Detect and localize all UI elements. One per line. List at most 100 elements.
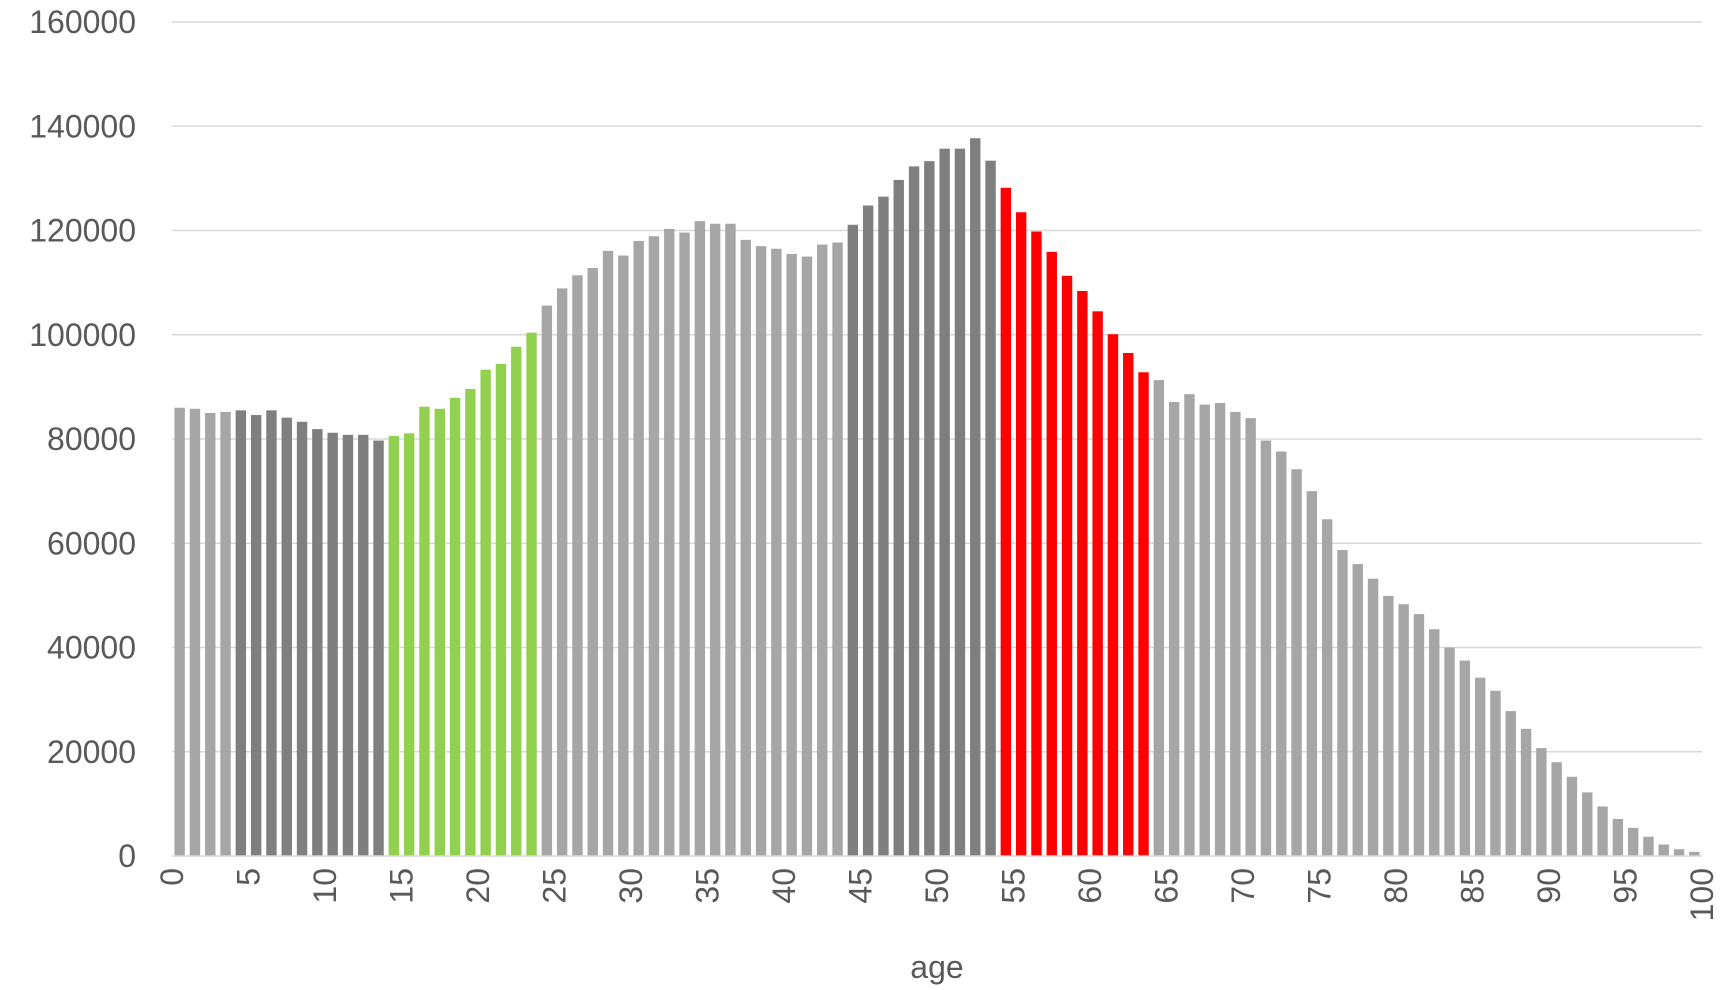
bar — [1490, 690, 1501, 856]
bar — [1276, 451, 1287, 856]
bars — [174, 138, 1700, 857]
y-tick-label: 120000 — [29, 213, 136, 249]
bar — [755, 246, 767, 856]
bar — [266, 410, 277, 856]
bar — [1123, 352, 1134, 856]
bar — [1092, 311, 1103, 856]
bar — [1077, 290, 1088, 857]
x-tick-label: 0 — [154, 868, 190, 886]
x-tick-label: 10 — [307, 868, 343, 904]
x-tick-label: 60 — [1072, 868, 1108, 904]
bar — [358, 434, 369, 856]
bar — [694, 221, 706, 856]
bar — [801, 256, 813, 856]
bar — [174, 407, 185, 856]
y-tick-label: 20000 — [47, 734, 136, 770]
bar — [954, 148, 966, 856]
bar — [1291, 469, 1302, 856]
bar — [220, 411, 231, 856]
bar — [1444, 647, 1455, 856]
bar — [1367, 578, 1379, 856]
bar — [985, 160, 996, 857]
bar — [725, 223, 736, 856]
bar — [1597, 806, 1608, 856]
x-tick-label: 25 — [537, 868, 573, 904]
bar — [572, 275, 583, 856]
bar — [1015, 212, 1027, 857]
bar — [1582, 792, 1593, 856]
bar — [1000, 187, 1012, 856]
bar — [1383, 595, 1394, 856]
x-tick-label: 75 — [1302, 868, 1338, 904]
bar — [235, 410, 247, 856]
bar — [1306, 491, 1318, 856]
bar — [1536, 748, 1547, 856]
bar — [878, 196, 889, 856]
bar — [449, 397, 461, 856]
x-tick-label: 20 — [460, 868, 496, 904]
bar — [648, 236, 660, 856]
bar — [1643, 836, 1654, 856]
bar — [1245, 418, 1256, 856]
bar — [312, 429, 323, 856]
x-tick-label: 15 — [384, 868, 420, 904]
bar — [189, 408, 201, 856]
bar — [1031, 231, 1042, 857]
bar — [1199, 404, 1210, 856]
bar — [1673, 849, 1685, 856]
x-tick-label: 95 — [1608, 868, 1644, 904]
bar — [1138, 372, 1149, 856]
bar — [1321, 519, 1333, 856]
x-tick-label: 80 — [1378, 868, 1414, 904]
bar — [1505, 711, 1516, 856]
bar — [939, 148, 950, 856]
bar — [511, 346, 522, 856]
bar — [526, 332, 537, 856]
bar — [832, 242, 843, 856]
x-tick-label: 85 — [1455, 868, 1491, 904]
bar — [342, 434, 354, 856]
bar — [709, 223, 721, 856]
bar — [1107, 334, 1119, 856]
x-tick-label: 50 — [919, 868, 955, 904]
bar — [1429, 629, 1440, 856]
x-axis-title: age — [910, 949, 963, 985]
y-tick-label: 40000 — [47, 630, 136, 666]
bar — [281, 417, 292, 856]
x-tick-label: 55 — [996, 868, 1032, 904]
x-tick-label: 45 — [843, 868, 879, 904]
bar — [740, 239, 751, 856]
bar — [465, 388, 476, 856]
bar — [1153, 380, 1165, 856]
bar — [817, 244, 828, 857]
bar — [296, 421, 308, 856]
bar — [1260, 440, 1272, 856]
bar — [1046, 251, 1057, 857]
bar — [480, 369, 491, 856]
bar — [388, 435, 400, 856]
bar — [679, 232, 690, 856]
bar — [327, 432, 338, 856]
bar — [847, 224, 859, 857]
bar — [618, 255, 629, 856]
x-tick-label: 70 — [1225, 868, 1261, 904]
bar — [786, 253, 797, 857]
bar — [1551, 762, 1562, 856]
bar — [908, 166, 920, 857]
y-tick-label: 100000 — [29, 317, 136, 353]
bar — [1230, 411, 1241, 856]
bar — [633, 240, 644, 857]
bar — [602, 250, 614, 857]
bar — [862, 205, 874, 857]
bar — [1566, 776, 1578, 856]
bar — [1658, 844, 1669, 856]
x-axis-tick-labels: 0 5 10 15 20 25 30 35 40 45 50 55 60 65 70 75 80 85 90 95 10… — [154, 868, 1720, 921]
y-axis-tick-labels: 0 20000 40000 60000 80000 100000 120000 140000 1… — [29, 4, 136, 874]
bar — [205, 412, 216, 856]
x-tick-label: 5 — [231, 868, 267, 886]
bar — [1612, 818, 1624, 856]
x-tick-label: 100 — [1684, 868, 1720, 921]
bar — [434, 408, 445, 856]
